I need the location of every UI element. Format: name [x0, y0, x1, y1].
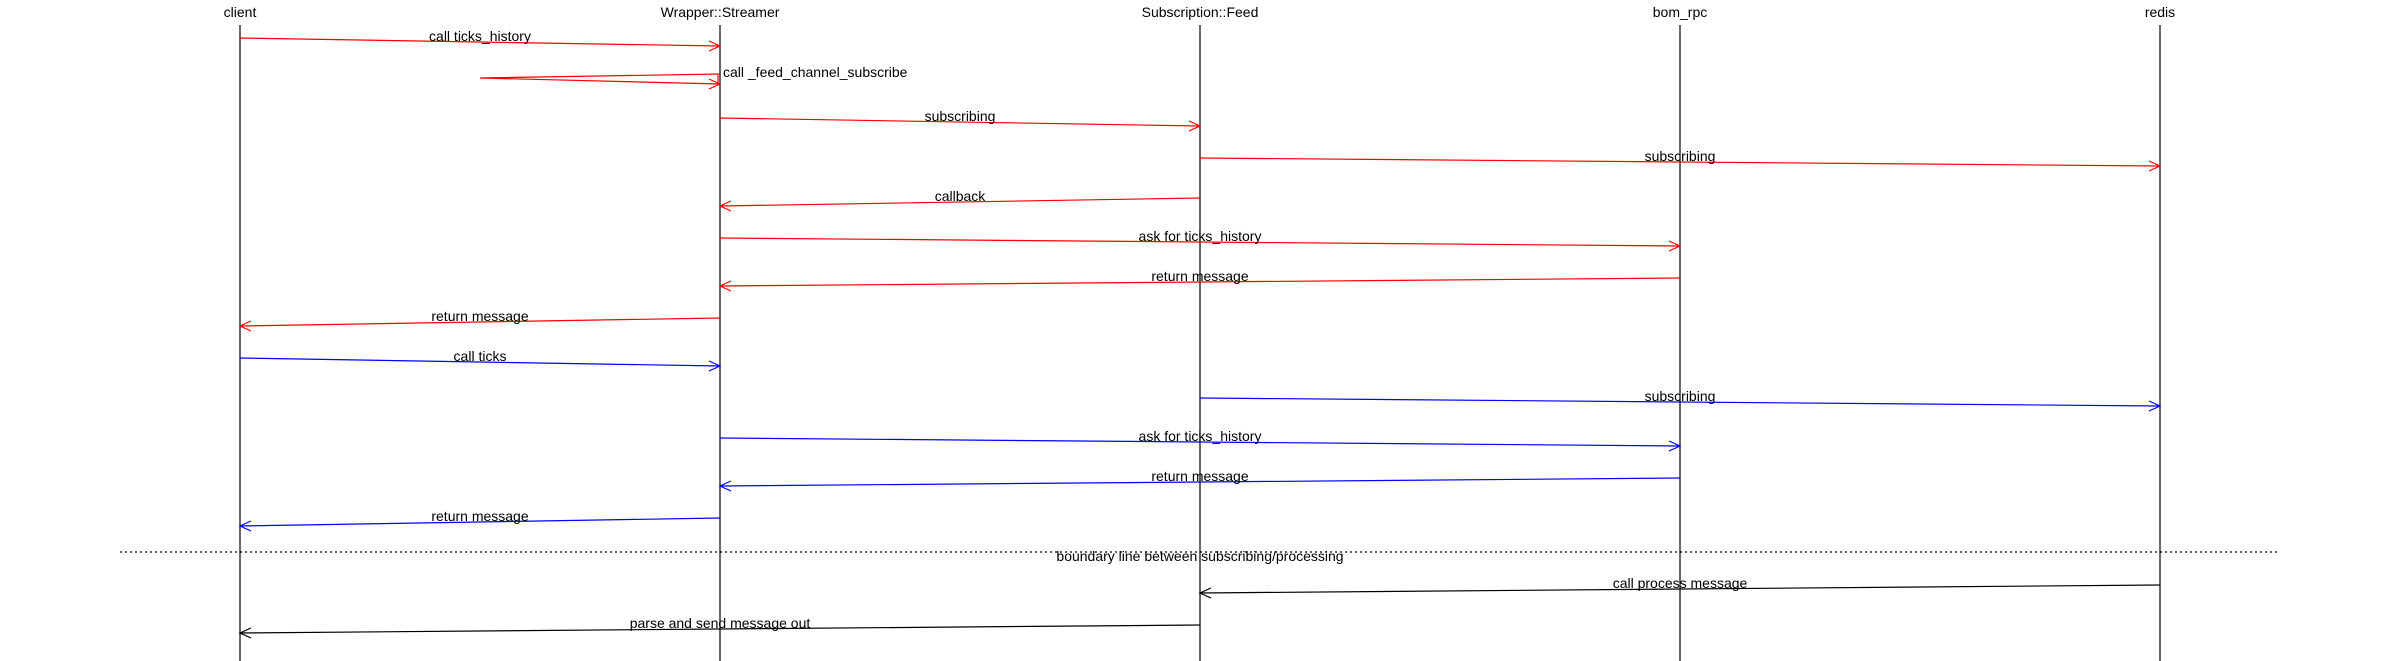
message-3: subscribing: [1199, 148, 2162, 172]
message-label: subscribing: [1645, 148, 1716, 164]
arrow-head: [718, 480, 732, 492]
message-arrow: [719, 437, 1681, 447]
message-1: call _feed_channel_subscribe: [479, 64, 908, 90]
message-label: return message: [1151, 468, 1248, 484]
message-arrow: [1199, 397, 2161, 407]
message-label: return message: [1151, 268, 1248, 284]
boundary: boundary line between subscribing/proces…: [120, 548, 2280, 564]
arrow-head: [1668, 240, 1682, 252]
arrow-head: [1668, 440, 1682, 452]
arrow-head: [1188, 120, 1202, 132]
message-11: return message: [718, 468, 1681, 492]
message-9: subscribing: [1199, 388, 2162, 412]
message-2: subscribing: [719, 108, 1202, 132]
message-13: call process message: [1198, 575, 2161, 599]
message-arrow: [1199, 157, 2161, 167]
actor-redis: redis: [2145, 4, 2175, 20]
message-label: callback: [935, 188, 987, 204]
message-14: parse and send message out: [238, 615, 1201, 639]
lifelines: client Wrapper::Streamer Subscription::Fee…: [224, 4, 2175, 661]
message-4: callback: [718, 188, 1201, 212]
arrow-head: [238, 320, 252, 332]
arrow-head: [238, 520, 252, 532]
message-label: call _feed_channel_subscribe: [723, 64, 908, 80]
arrow-head: [2148, 160, 2162, 172]
arrow-head: [708, 360, 722, 372]
arrow-head: [708, 78, 722, 90]
message-6: return message: [718, 268, 1681, 292]
message-arrow: [719, 237, 1681, 247]
message-7: return message: [238, 308, 721, 332]
message-8: call ticks: [239, 348, 722, 372]
message-arrow: [239, 317, 721, 327]
arrow-head: [718, 280, 732, 292]
actor-client: client: [224, 4, 257, 20]
message-label: call ticks_history: [429, 28, 531, 44]
message-label: return message: [431, 308, 528, 324]
message-12: return message: [238, 508, 721, 532]
actor-rpc: bom_rpc: [1653, 4, 1707, 20]
message-arrow: [719, 197, 1201, 207]
message-10: ask for ticks_history: [719, 428, 1682, 452]
message-label: call process message: [1613, 575, 1748, 591]
arrow-head: [238, 627, 252, 639]
message-label: subscribing: [925, 108, 996, 124]
message-arrow: [239, 37, 721, 47]
self-call-arrow: [479, 73, 721, 85]
actor-streamer: Wrapper::Streamer: [661, 4, 780, 20]
message-arrow: [239, 357, 721, 367]
arrow-head: [708, 40, 722, 52]
message-arrow: [719, 477, 1681, 487]
message-arrow: [719, 277, 1681, 287]
arrow-head: [718, 200, 732, 212]
message-label: call ticks: [454, 348, 507, 364]
message-label: ask for ticks_history: [1139, 228, 1262, 244]
message-label: return message: [431, 508, 528, 524]
message-5: ask for ticks_history: [719, 228, 1682, 252]
arrow-head: [1198, 587, 1212, 599]
message-label: parse and send message out: [630, 615, 811, 631]
boundary-label: boundary line between subscribing/proces…: [1056, 548, 1343, 564]
message-0: call ticks_history: [239, 28, 722, 52]
actor-feed: Subscription::Feed: [1142, 4, 1259, 20]
message-arrow: [239, 517, 721, 527]
message-arrow: [239, 624, 1201, 634]
message-label: subscribing: [1645, 388, 1716, 404]
message-arrow: [719, 117, 1201, 127]
message-label: ask for ticks_history: [1139, 428, 1262, 444]
message-arrow: [1199, 584, 2161, 594]
arrow-head: [2148, 400, 2162, 412]
